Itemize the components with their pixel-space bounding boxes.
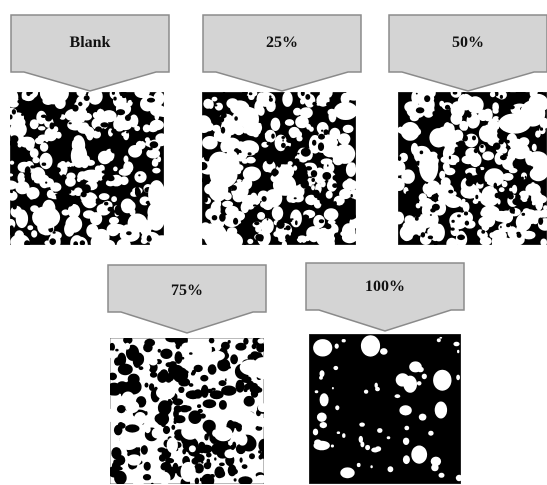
down-arrow-icon (388, 14, 547, 92)
panel-label: 25% (266, 34, 298, 51)
down-arrow-icon (107, 264, 267, 334)
panel-label: Blank (69, 34, 111, 51)
micrograph-image (202, 92, 356, 245)
panel-25: 25% (202, 14, 362, 246)
micrograph-image (10, 92, 164, 245)
down-arrow-icon (305, 262, 465, 332)
down-arrow-icon (10, 14, 170, 92)
panel-100: 100% (305, 262, 465, 484)
panel-50: 50% (388, 14, 547, 246)
micrograph-image (309, 334, 461, 484)
panel-label: 75% (171, 282, 203, 299)
micrograph-image (110, 338, 264, 484)
panel-label: 50% (452, 34, 484, 51)
micrograph-image (398, 92, 547, 245)
down-arrow-icon (202, 14, 362, 92)
panel-label: 100% (365, 278, 405, 295)
panel-75: 75% (107, 264, 267, 484)
panel-blank: Blank (10, 14, 170, 246)
